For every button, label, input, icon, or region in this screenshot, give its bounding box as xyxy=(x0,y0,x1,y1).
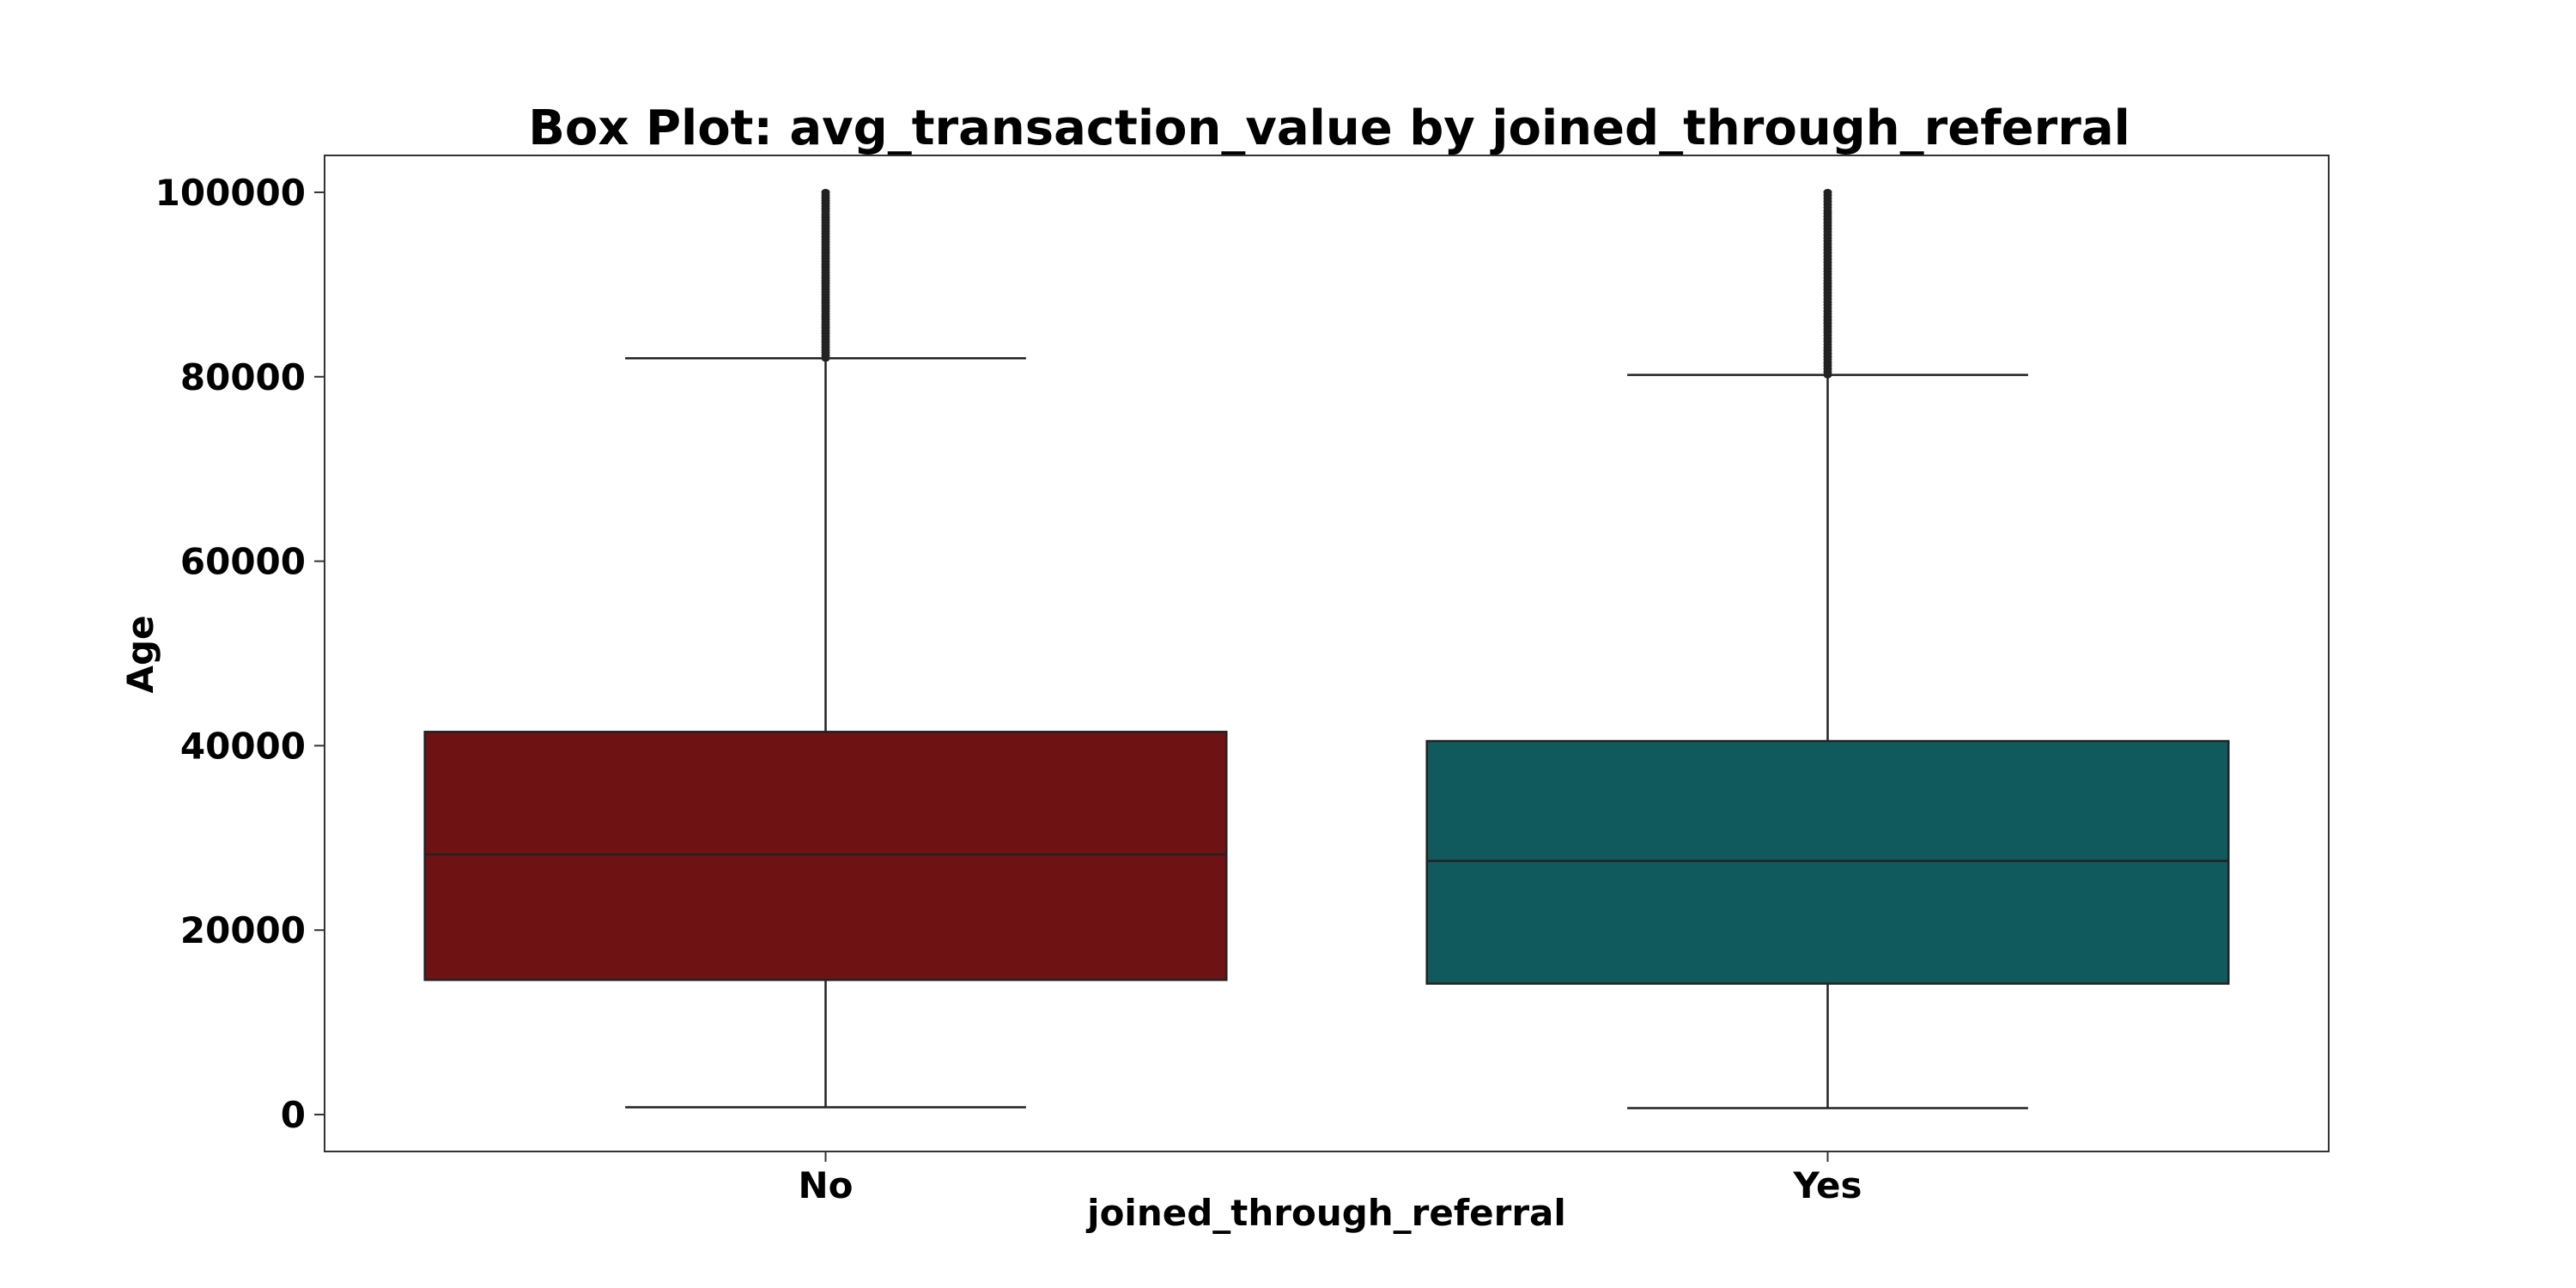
iqr-box xyxy=(1425,739,2230,985)
outliers xyxy=(821,188,830,362)
x-tick-label: No xyxy=(798,1164,853,1206)
x-axis-label: joined_through_referral xyxy=(1085,1192,1566,1234)
y-tick-label: 40000 xyxy=(180,725,306,767)
outlier-point xyxy=(821,188,830,196)
y-tick-label: 20000 xyxy=(180,909,306,951)
x-axis: No Yes xyxy=(798,1151,1862,1206)
chart-title: Box Plot: avg_transaction_value by joine… xyxy=(528,100,2130,156)
box-yes xyxy=(1425,188,2230,1109)
outliers xyxy=(1823,188,1832,379)
box-no xyxy=(423,188,1228,1109)
y-tick-label: 0 xyxy=(281,1094,306,1136)
x-tick-label: Yes xyxy=(1792,1164,1862,1206)
y-tick-label: 100000 xyxy=(155,172,306,214)
plot-area-frame xyxy=(324,155,2330,1152)
y-tick-label: 60000 xyxy=(180,541,306,583)
outlier-point xyxy=(1823,188,1832,196)
boxes-group xyxy=(423,188,2230,1109)
iqr-box xyxy=(423,731,1228,981)
y-tick-label: 80000 xyxy=(180,356,306,398)
y-axis-label: Age xyxy=(119,615,161,693)
y-axis: 0 20000 40000 60000 80000 100000 xyxy=(155,172,325,1136)
